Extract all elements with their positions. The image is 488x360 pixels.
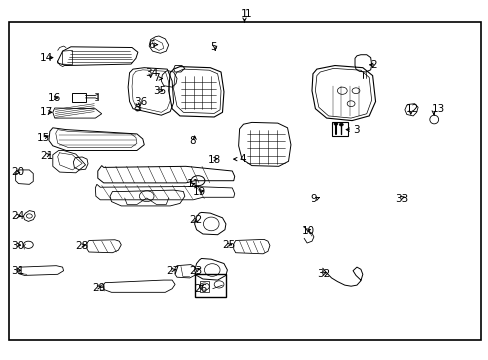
Text: 27: 27 bbox=[166, 266, 179, 276]
Text: 33: 33 bbox=[394, 194, 407, 204]
Text: 12: 12 bbox=[405, 104, 418, 114]
Text: 14: 14 bbox=[40, 53, 53, 63]
Text: 2: 2 bbox=[370, 60, 377, 70]
Text: 23: 23 bbox=[189, 266, 203, 276]
Text: 8: 8 bbox=[189, 136, 196, 146]
Text: 7: 7 bbox=[153, 73, 160, 84]
Text: 34: 34 bbox=[144, 68, 158, 78]
Text: 9: 9 bbox=[310, 194, 317, 204]
Text: 31: 31 bbox=[11, 266, 24, 276]
Text: 21: 21 bbox=[40, 150, 53, 161]
Text: 26: 26 bbox=[194, 284, 207, 294]
Text: 28: 28 bbox=[75, 240, 88, 251]
Text: 30: 30 bbox=[11, 240, 24, 251]
Circle shape bbox=[333, 122, 337, 125]
Text: 1: 1 bbox=[241, 9, 247, 19]
Text: 15: 15 bbox=[37, 132, 50, 143]
Circle shape bbox=[339, 123, 343, 126]
Text: 6: 6 bbox=[148, 40, 155, 50]
Text: 32: 32 bbox=[316, 269, 329, 279]
Text: 35: 35 bbox=[153, 86, 166, 96]
Text: 10: 10 bbox=[302, 226, 315, 236]
Text: 18: 18 bbox=[207, 155, 220, 165]
Text: 29: 29 bbox=[92, 283, 105, 293]
Bar bbox=[9, 22, 480, 340]
Text: 13: 13 bbox=[431, 104, 445, 114]
Text: 17: 17 bbox=[40, 107, 53, 117]
Text: 24: 24 bbox=[11, 211, 24, 221]
Text: 36: 36 bbox=[134, 96, 147, 107]
Text: 1: 1 bbox=[244, 9, 251, 19]
Text: 20: 20 bbox=[11, 167, 24, 177]
Text: 11: 11 bbox=[186, 179, 200, 189]
Text: 5: 5 bbox=[210, 42, 217, 52]
Text: 4: 4 bbox=[239, 154, 245, 164]
Text: 25: 25 bbox=[222, 240, 235, 250]
Text: 16: 16 bbox=[47, 93, 61, 103]
Text: 3: 3 bbox=[352, 125, 359, 135]
Text: 19: 19 bbox=[193, 186, 206, 197]
Text: 22: 22 bbox=[189, 215, 203, 225]
